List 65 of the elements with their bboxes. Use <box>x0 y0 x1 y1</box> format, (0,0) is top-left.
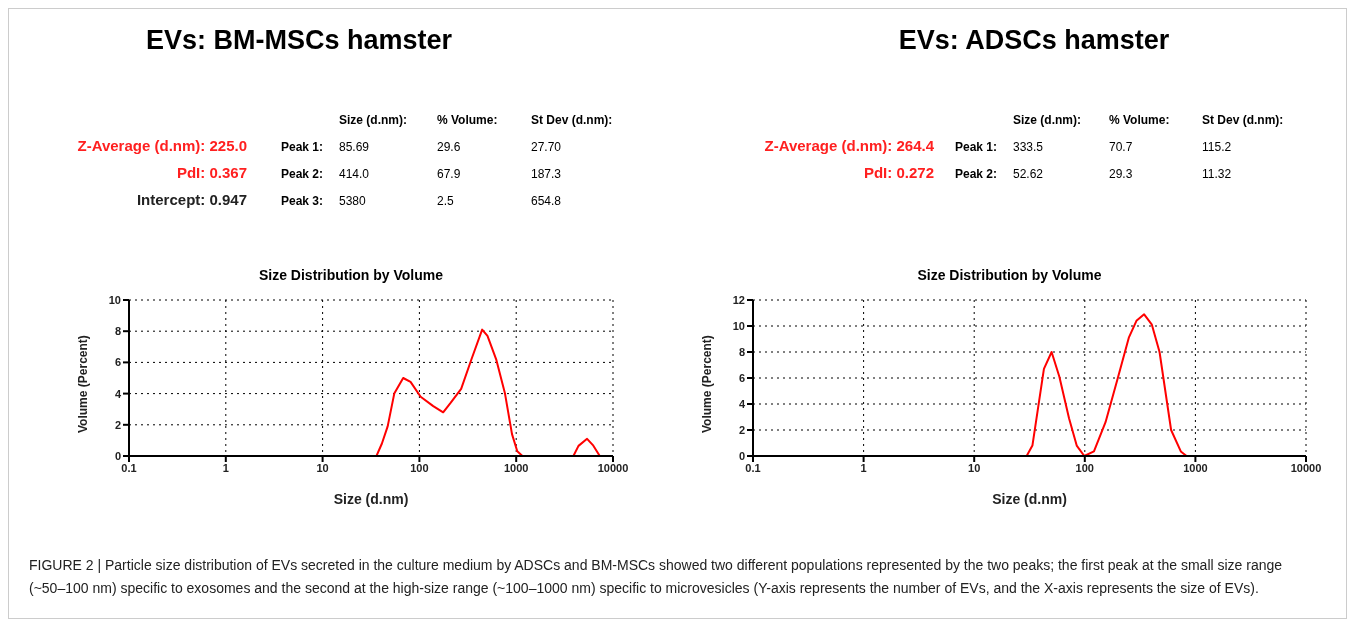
text: Peak 1: <box>955 140 998 154</box>
text: Z-Average (d.nm): 225.0 <box>77 137 247 154</box>
y-tick-label: 10 <box>108 293 121 306</box>
chart-title: EVs: ADSCs hamster <box>897 25 1171 56</box>
x-tick-label: 10000 <box>597 461 629 474</box>
y-tick-label: 2 <box>114 418 121 431</box>
text: Intercept: 0.947 <box>136 191 247 208</box>
text: 654.8 <box>531 194 562 208</box>
y-tick-label: 6 <box>114 356 121 369</box>
x-tick-label: 1000 <box>503 461 529 474</box>
text: 414.0 <box>339 167 370 181</box>
y-tick-label: 8 <box>738 345 745 358</box>
text: 187.3 <box>531 167 562 181</box>
text: St Dev (d.nm): <box>1202 113 1284 127</box>
y-tick-label: 6 <box>738 371 745 384</box>
y-tick-label: 4 <box>738 397 746 410</box>
y-tick-label: 4 <box>114 387 122 400</box>
x-tick-label: 1000 <box>1183 461 1208 474</box>
text: 5380 <box>339 194 366 208</box>
text: Peak 3: <box>281 194 324 208</box>
chart-subtitle: Size Distribution by Volume <box>257 267 445 283</box>
text: % Volume: <box>1109 113 1170 127</box>
text: 11.32 <box>1202 167 1232 181</box>
text: 2.5 <box>437 194 454 208</box>
x-tick-label: 10 <box>316 461 329 474</box>
x-axis-title: Size (d.nm) <box>992 491 1067 507</box>
x-tick-label: 100 <box>410 461 429 474</box>
x-axis-title: Size (d.nm) <box>333 491 409 507</box>
text: Peak 2: <box>281 167 324 181</box>
text: % Volume: <box>437 113 498 127</box>
text: Peak 1: <box>281 140 324 154</box>
text: 52.62 <box>1013 167 1044 181</box>
text: PdI: 0.272 <box>863 164 934 181</box>
x-tick-label: 10 <box>968 461 981 474</box>
x-tick-label: 100 <box>1075 461 1094 474</box>
y-tick-label: 10 <box>732 319 745 332</box>
text: 115.2 <box>1202 140 1232 154</box>
text: 29.6 <box>437 140 461 154</box>
text: Size (d.nm): <box>1013 113 1081 127</box>
x-tick-label: 0.1 <box>121 461 137 474</box>
y-tick-label: 0 <box>738 449 745 462</box>
caption: FIGURE 2 | Particle size distribution of EVs secreted in the culture medium by ADSCs and BM-MSCs showed two different populations represented by the two peaks; the first peak at the small size range (~50–100 nm) specific to exosomes and the second at the high-size range (~100–1000 nm) specific to microvesicles (Y-axis represents the number of EVs, and the X-axis represents the size of EVs). <box>29 556 1284 598</box>
text: 67.9 <box>437 167 461 181</box>
text: Z-Average (d.nm): 264.4 <box>764 137 934 154</box>
text: 85.69 <box>339 140 370 154</box>
y-tick-label: 2 <box>738 423 745 436</box>
text: 29.3 <box>1109 167 1133 181</box>
text: 27.70 <box>531 140 562 154</box>
text: 333.5 <box>1013 140 1044 154</box>
y-axis-title: Volume (Percent) <box>700 335 715 433</box>
x-tick-label: 1 <box>860 461 867 474</box>
text: Size (d.nm): <box>339 113 407 127</box>
y-tick-label: 12 <box>732 293 745 306</box>
chart-subtitle: Size Distribution by Volume <box>916 267 1103 283</box>
x-tick-label: 1 <box>222 461 229 474</box>
text: PdI: 0.367 <box>176 164 247 181</box>
text: St Dev (d.nm): <box>531 113 613 127</box>
chart-title: EVs: BM-MSCs hamster <box>144 25 454 56</box>
text: 70.7 <box>1109 140 1133 154</box>
y-tick-label: 0 <box>114 449 121 462</box>
text: Peak 2: <box>955 167 998 181</box>
y-axis-title: Volume (Percent) <box>76 335 91 433</box>
x-tick-label: 10000 <box>1290 461 1322 474</box>
y-tick-label: 8 <box>114 325 121 338</box>
x-tick-label: 0.1 <box>745 461 761 474</box>
